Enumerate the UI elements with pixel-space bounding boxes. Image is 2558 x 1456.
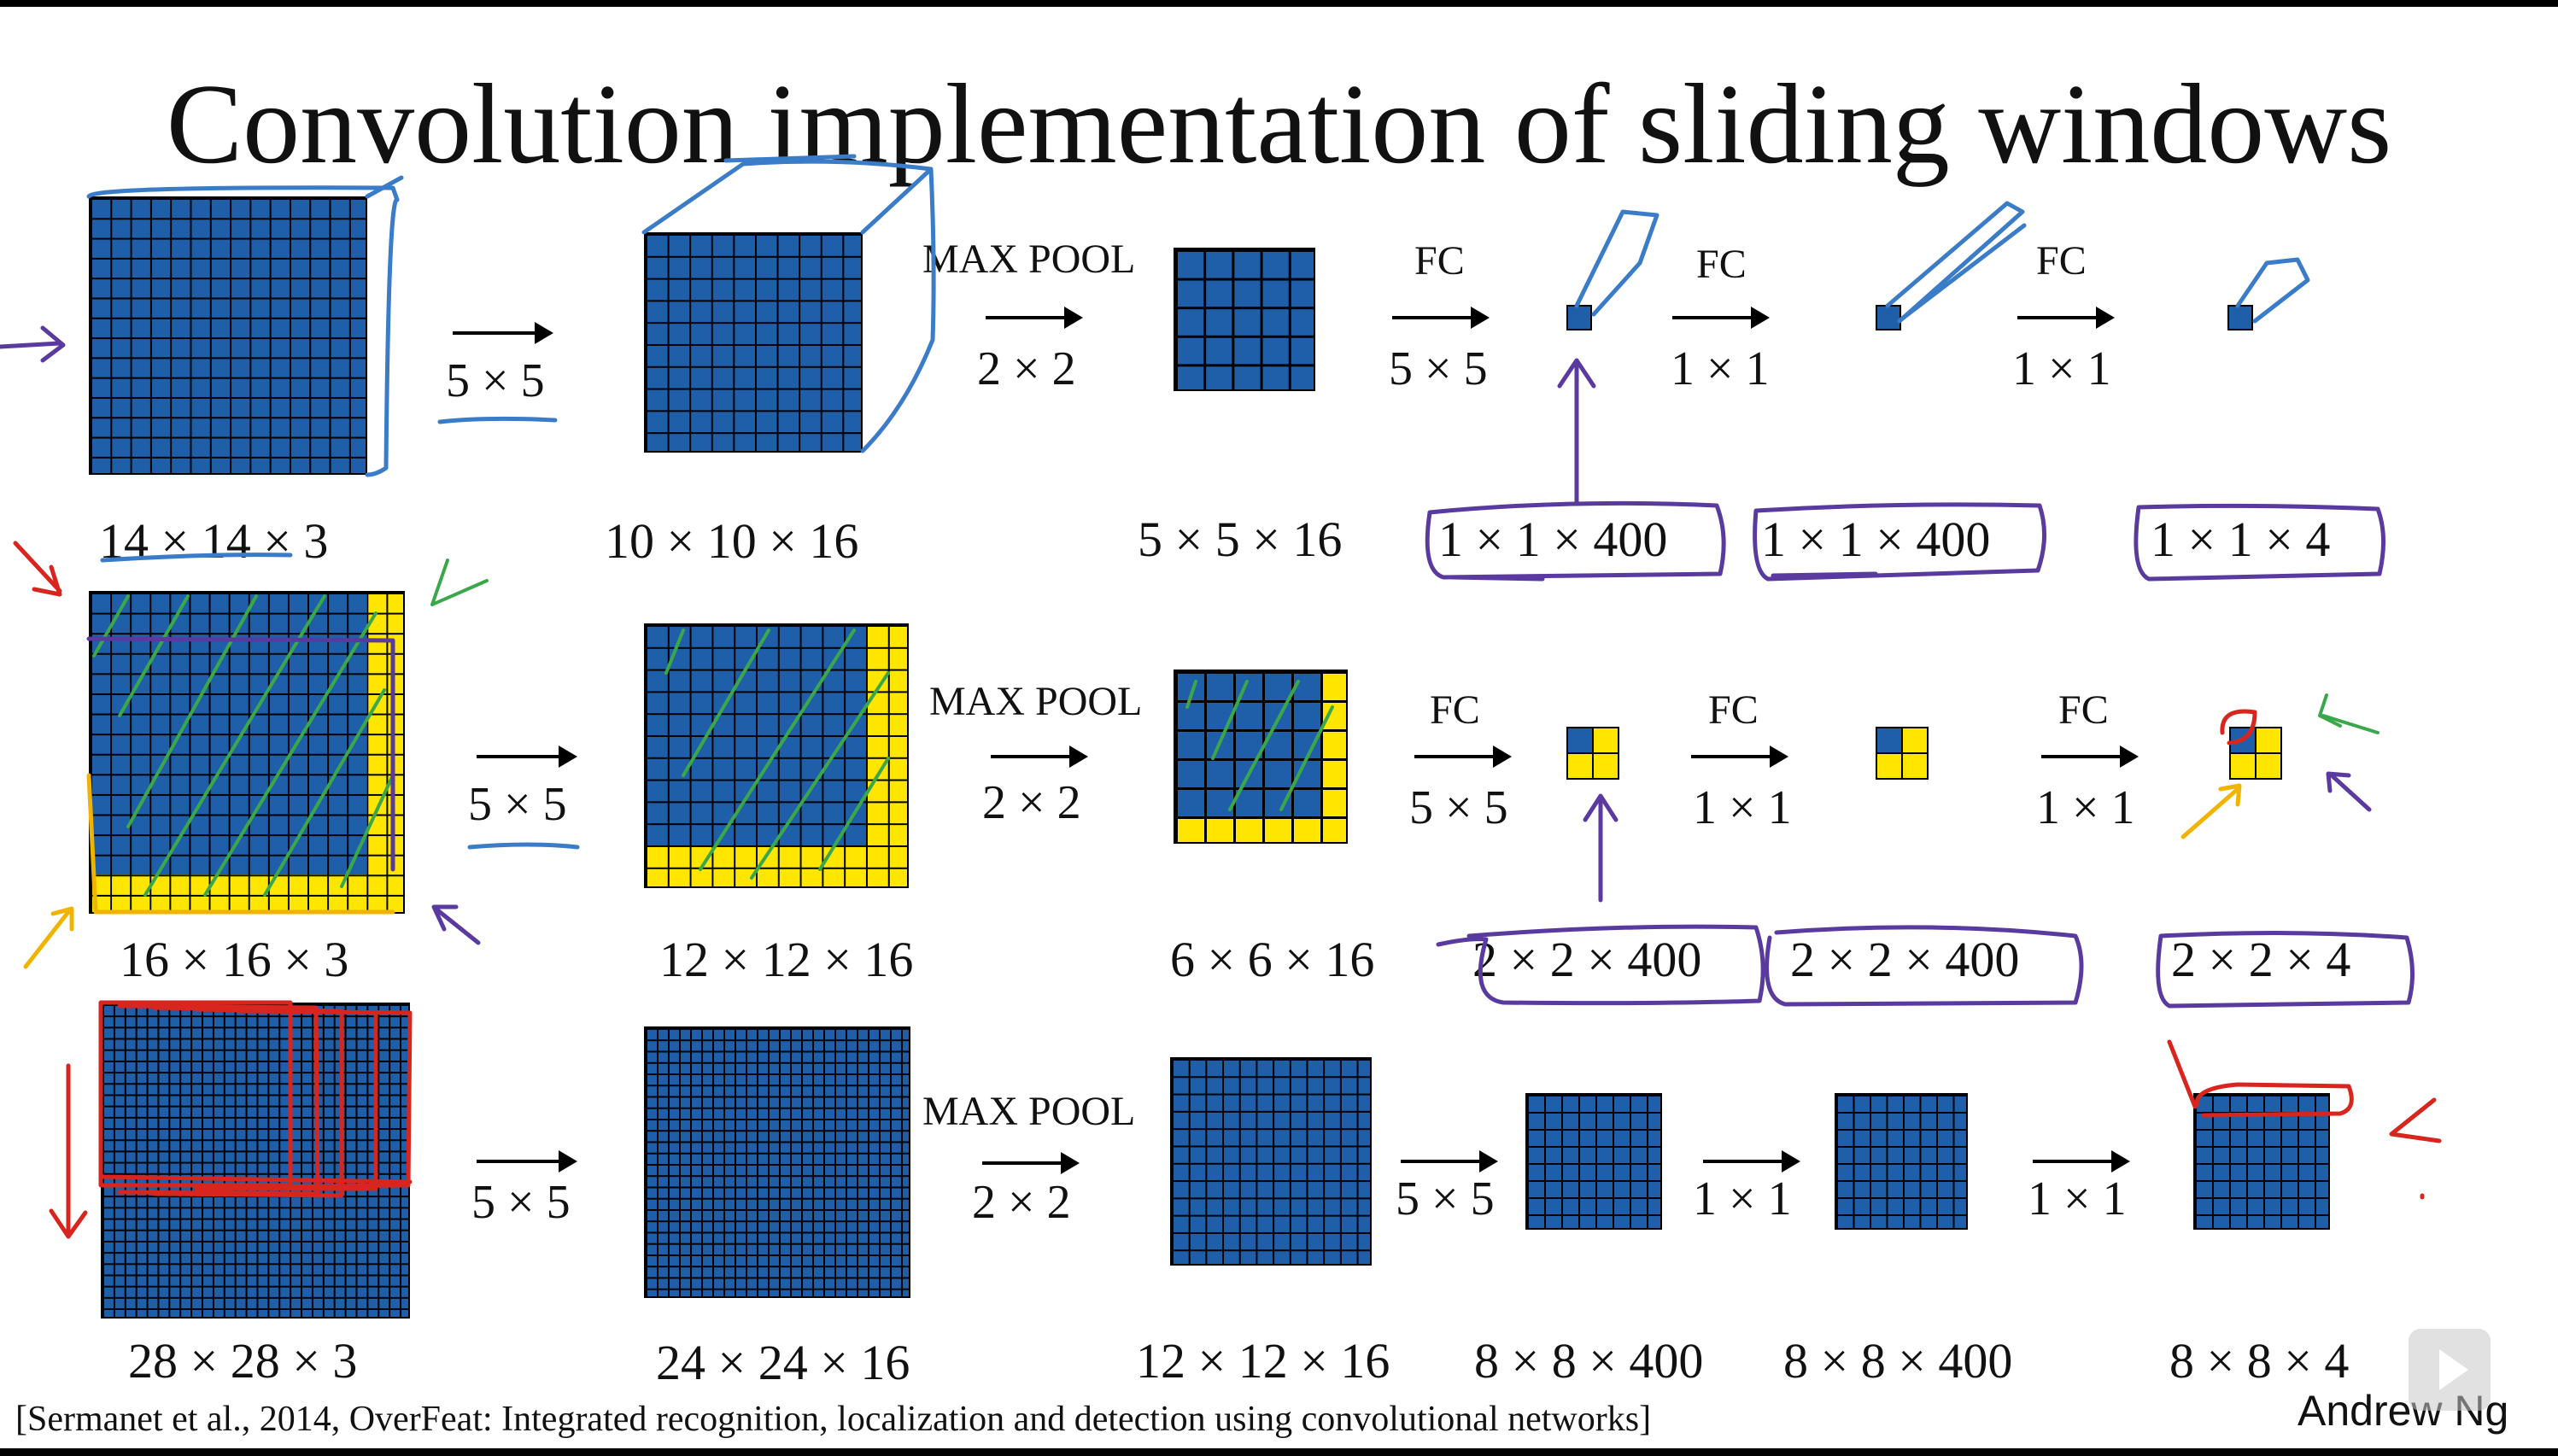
slide: Convolution implementation of sliding wi… <box>0 7 2558 1448</box>
r2-op2-name: MAX POOL <box>929 679 1143 724</box>
r2-op5-name: FC <box>2058 687 2109 733</box>
r1-pool-grid <box>1174 248 1315 391</box>
r2-dim-pool: 6 × 6 × 16 <box>1170 932 1375 987</box>
r2-op4-kernel: 1 × 1 <box>1693 781 1792 834</box>
r3-fc2-grid <box>1835 1093 1968 1230</box>
citation: [Sermanet et al., 2014, OverFeat: Integr… <box>15 1400 1652 1439</box>
r3-arrow-4 <box>1703 1150 1800 1172</box>
r1-op5-kernel: 1 × 1 <box>2012 342 2111 395</box>
r3-dim-fc2: 8 × 8 × 400 <box>1783 1333 2013 1389</box>
r1-op2-kernel: 2 × 2 <box>977 342 1076 395</box>
r1-conv-grid <box>644 232 863 453</box>
handwritten-annotations <box>0 154 2442 1239</box>
r2-fc3-grid <box>2229 727 2282 780</box>
r1-op2-name: MAX POOL <box>922 237 1136 282</box>
r2-red-ink <box>13 541 2257 746</box>
r1-arrow-2 <box>986 307 1083 329</box>
r1-conv-ink <box>641 154 936 453</box>
r1-dim-fc1: 1 × 1 × 400 <box>1438 512 1668 567</box>
r3-arrow-2 <box>982 1152 1080 1174</box>
r3-arrow-1 <box>477 1150 577 1172</box>
play-icon[interactable] <box>2409 1329 2491 1411</box>
r2-arrow-1 <box>477 746 577 768</box>
r2-op2-kernel: 2 × 2 <box>982 776 1081 829</box>
r1-dim-conv: 10 × 10 × 16 <box>605 513 859 569</box>
r3-dim-input: 28 × 28 × 3 <box>128 1333 358 1389</box>
r2-fc2-grid <box>1876 727 1929 780</box>
r1-arrow-1 <box>453 322 553 344</box>
r1-op3-name: FC <box>1414 238 1465 284</box>
r1-op4-kernel: 1 × 1 <box>1671 342 1770 395</box>
r2-dim-conv: 12 × 12 × 16 <box>659 932 914 987</box>
r3-red-ink <box>49 1000 2442 1239</box>
r2-op5-kernel: 1 × 1 <box>2036 781 2135 834</box>
r2-arrow-3 <box>1414 746 1512 768</box>
r3-fc1-grid <box>1525 1093 1662 1230</box>
r2-dim-fc3: 2 × 2 × 4 <box>2171 932 2351 987</box>
r2-arrow-2 <box>991 746 1088 768</box>
r3-dim-fc3: 8 × 8 × 4 <box>2169 1333 2350 1389</box>
r2-op3-name: FC <box>1430 687 1480 733</box>
r1-arrow-3 <box>1392 307 1490 329</box>
r2-op-underline-ink <box>467 842 580 850</box>
r1-arrow-4 <box>1672 307 1770 329</box>
r2-arrow-5 <box>2041 746 2139 768</box>
r3-dim-conv: 24 × 24 × 16 <box>656 1335 910 1390</box>
r3-conv-grid <box>644 1026 910 1298</box>
r1-input-arrow-ink <box>0 325 66 363</box>
r1-op5-name: FC <box>2036 238 2087 284</box>
r2-dim-fc1: 2 × 2 × 400 <box>1472 932 1702 987</box>
r2-yellow-ink <box>23 773 2242 969</box>
r3-arrow-5 <box>2033 1150 2130 1172</box>
r1-op4-name: FC <box>1696 242 1747 287</box>
r3-dim-pool: 12 × 12 × 16 <box>1136 1333 1390 1389</box>
r3-op2-kernel: 2 × 2 <box>972 1176 1071 1229</box>
r2-pool-grid <box>1174 670 1348 844</box>
r2-op3-kernel: 5 × 5 <box>1409 781 1508 834</box>
r1-dim-fc3: 1 × 1 × 4 <box>2151 512 2331 567</box>
r2-op4-name: FC <box>1708 687 1759 733</box>
r1-op1-kernel: 5 × 5 <box>446 354 545 407</box>
r3-op4-kernel: 1 × 1 <box>1693 1172 1792 1225</box>
r3-op2-name: MAX POOL <box>922 1089 1136 1134</box>
r1-dim-fc2: 1 × 1 × 400 <box>1761 512 1991 567</box>
r1-input-ink <box>86 175 558 563</box>
r2-purple-ink <box>86 636 2415 1009</box>
r2-op1-kernel: 5 × 5 <box>468 778 567 831</box>
r1-dim-pool: 5 × 5 × 16 <box>1138 512 1343 567</box>
r3-op1-kernel: 5 × 5 <box>471 1176 571 1229</box>
r2-dim-input: 16 × 16 × 3 <box>120 932 349 987</box>
r3-op3-kernel: 5 × 5 <box>1396 1172 1495 1225</box>
r1-fc-ink <box>1574 201 2310 324</box>
r1-op3-kernel: 5 × 5 <box>1389 342 1488 395</box>
r2-green-hatch-ink <box>92 558 2379 897</box>
r2-arrow-4 <box>1691 746 1788 768</box>
r3-pool-grid <box>1170 1057 1372 1266</box>
r1-arrow-5 <box>2017 307 2115 329</box>
r3-op5-kernel: 1 × 1 <box>2028 1172 2127 1225</box>
r1-input-grid <box>89 196 367 475</box>
r3-dim-fc1: 8 × 8 × 400 <box>1474 1333 1704 1389</box>
r1-fc1-cell <box>1566 305 1592 330</box>
r1-purple-ink <box>1425 358 2386 582</box>
r2-fc1-grid <box>1566 727 1619 780</box>
slide-title: Convolution implementation of sliding wi… <box>166 61 2392 187</box>
r2-dim-fc2: 2 × 2 × 400 <box>1790 932 2020 987</box>
r3-input-grid <box>101 1003 410 1319</box>
r3-arrow-3 <box>1401 1150 1498 1172</box>
